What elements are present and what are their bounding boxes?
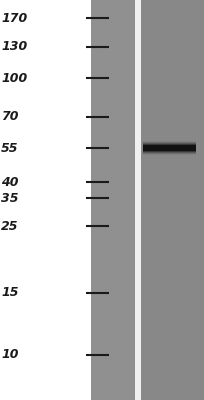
- Text: 70: 70: [1, 110, 19, 124]
- Bar: [143, 142, 196, 154]
- Bar: [143, 144, 196, 152]
- Text: 10: 10: [1, 348, 19, 362]
- Text: 25: 25: [1, 220, 19, 232]
- Bar: [91, 0, 135, 400]
- Bar: [143, 143, 196, 153]
- Text: 130: 130: [1, 40, 27, 54]
- Text: 40: 40: [1, 176, 19, 188]
- Text: 170: 170: [1, 12, 27, 24]
- Bar: [135, 0, 141, 400]
- Bar: [143, 141, 196, 155]
- Text: 35: 35: [1, 192, 19, 204]
- Text: 55: 55: [1, 142, 19, 154]
- Text: 15: 15: [1, 286, 19, 300]
- Text: 100: 100: [1, 72, 27, 84]
- Bar: [141, 0, 204, 400]
- Bar: [143, 145, 196, 151]
